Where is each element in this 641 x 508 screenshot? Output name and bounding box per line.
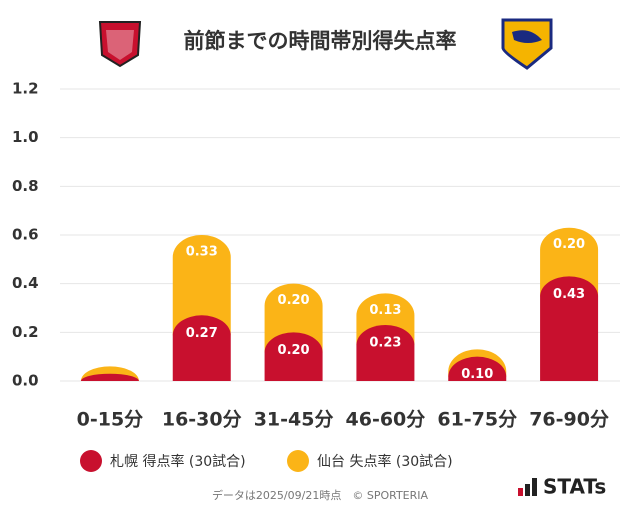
x-tick-label: 31-45分 [254,409,334,431]
y-tick-label: 1.0 [12,128,39,146]
y-tick-label: 0.6 [12,226,39,244]
value-label: 0.10 [461,367,493,382]
legend-swatch [80,450,102,472]
footnote: データは2025/09/21時点 © SPORTERIA [212,488,429,502]
y-tick-label: 1.2 [12,80,39,98]
home-logo [98,21,142,68]
y-tick-label: 0.8 [12,177,39,195]
value-label: 0.13 [369,303,401,318]
y-tick-label: 0.2 [12,323,39,341]
x-tick-label: 76-90分 [529,409,609,431]
legend-label: 札幌 得点率 (30試合) [110,453,246,470]
value-label: 0.43 [553,287,585,302]
y-tick-label: 0.4 [12,274,39,292]
x-tick-label: 0-15分 [77,409,144,431]
bar-segment [448,356,507,381]
value-label: 0.20 [278,343,310,358]
y-tick-label: 0.0 [12,372,39,390]
x-tick-label: 16-30分 [162,409,242,431]
bar-segment [356,325,415,381]
away-logo [501,18,553,70]
bar-segment [540,276,599,381]
value-label: 0.27 [186,326,218,341]
brand: STATs [543,475,606,499]
legend-label: 仙台 失点率 (30試合) [317,453,453,470]
bar-segment [172,235,231,336]
value-label: 0.23 [369,336,401,351]
legend: 札幌 得点率 (30試合) 仙台 失点率 (30試合) [80,450,453,472]
value-label: 0.33 [186,245,218,260]
brand-logo: STATs [518,475,606,499]
value-label: 0.20 [278,293,310,308]
bar-segment [80,373,139,381]
x-tick-label: 61-75分 [437,409,517,431]
x-tick-label: 46-60分 [346,409,426,431]
bar-segment [264,332,323,381]
legend-swatch [287,450,309,472]
bar-segment [172,315,231,381]
value-label: 0.20 [553,237,585,252]
chart-title: 前節までの時間帯別得失点率 [184,29,457,53]
